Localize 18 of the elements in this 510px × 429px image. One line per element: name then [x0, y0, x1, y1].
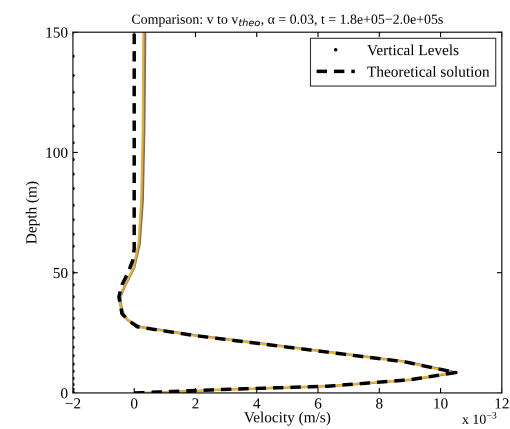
y-tick-label: 50: [54, 268, 68, 278]
x-tick-label: 12: [496, 398, 509, 408]
x-tick-label: 0: [130, 398, 138, 409]
text: x 10$^{−3}$: [462, 412, 496, 424]
y-axis-title: Depth (m): [26, 182, 40, 244]
y-tick-label: 0: [61, 388, 68, 398]
legend-label: Theoretical solution: [367, 66, 490, 77]
legend-label: Vertical Levels: [367, 44, 458, 56]
chart-title: Comparison: v to v$_{theo}$, α = 0.03, t = 1.8e+05−2.0e+05s: [132, 14, 443, 27]
x-axis-title: Velocity (m/s): [244, 412, 330, 426]
x-tick-label: 8: [376, 398, 383, 409]
x-tick-label: 10: [434, 398, 448, 409]
x-tick-label: 4: [253, 398, 260, 408]
y-tick-label: 150: [46, 27, 68, 38]
x-tick-label: −2: [66, 398, 80, 408]
y-tick-label: 100: [46, 148, 68, 158]
x-tick-label: 6: [314, 398, 322, 409]
x-tick-label: 2: [192, 398, 198, 408]
